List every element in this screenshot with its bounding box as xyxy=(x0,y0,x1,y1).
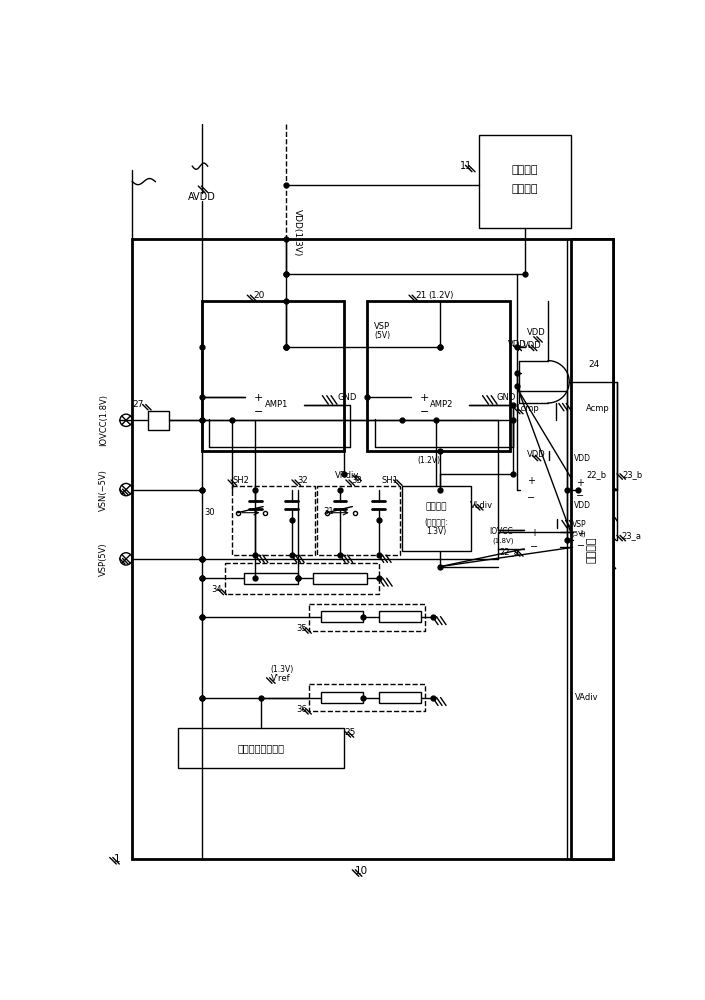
Text: Lcmp: Lcmp xyxy=(516,404,539,413)
Text: +: + xyxy=(577,529,585,539)
Text: VAdiv: VAdiv xyxy=(575,693,599,702)
Bar xyxy=(178,728,344,768)
Bar xyxy=(133,239,613,859)
Text: VSP(5V): VSP(5V) xyxy=(99,542,109,576)
Text: 23_b: 23_b xyxy=(623,470,643,479)
Text: (1.2V): (1.2V) xyxy=(429,291,454,300)
Text: VDD: VDD xyxy=(508,340,527,349)
Text: (1.2V): (1.2V) xyxy=(417,456,440,465)
Text: +: + xyxy=(530,528,538,538)
Text: AMP1: AMP1 xyxy=(264,400,288,409)
Text: −: − xyxy=(419,407,429,417)
Bar xyxy=(225,563,379,594)
Text: SH2: SH2 xyxy=(233,476,249,485)
Text: +: + xyxy=(419,393,429,403)
Text: 电源电路: 电源电路 xyxy=(587,536,597,563)
Text: V'ref: V'ref xyxy=(271,674,290,683)
Text: VSN(−5V): VSN(−5V) xyxy=(99,469,109,511)
Bar xyxy=(317,486,400,555)
Text: −: − xyxy=(254,407,263,417)
Bar xyxy=(402,486,471,551)
Text: −: − xyxy=(527,493,535,503)
Text: 22_a: 22_a xyxy=(500,547,520,556)
Text: −: − xyxy=(530,542,538,552)
Text: 25: 25 xyxy=(345,728,356,737)
Bar xyxy=(244,573,298,584)
Text: (5V): (5V) xyxy=(572,530,586,537)
Bar xyxy=(321,692,363,703)
Text: 32: 32 xyxy=(298,476,308,485)
Text: 36: 36 xyxy=(296,705,307,714)
Text: −: − xyxy=(577,541,585,551)
Text: 27: 27 xyxy=(133,400,144,409)
Text: VDD: VDD xyxy=(523,341,542,350)
Text: IOVCC: IOVCC xyxy=(490,527,513,536)
Bar xyxy=(147,411,169,430)
Text: 1.3V): 1.3V) xyxy=(427,527,446,536)
Bar xyxy=(233,486,316,555)
Text: VLdiv: VLdiv xyxy=(470,500,493,510)
Text: (5V): (5V) xyxy=(374,331,391,340)
Text: −: − xyxy=(576,491,584,501)
Text: VDD: VDD xyxy=(574,500,591,510)
Bar xyxy=(479,135,571,228)
Bar xyxy=(309,684,425,711)
Text: 1: 1 xyxy=(114,854,120,864)
Bar xyxy=(367,301,510,451)
Text: 30: 30 xyxy=(204,508,214,517)
Text: VDD: VDD xyxy=(574,454,591,463)
Text: VDD: VDD xyxy=(527,328,546,337)
Text: +: + xyxy=(527,476,535,486)
Text: 35: 35 xyxy=(296,624,307,633)
Bar xyxy=(379,611,421,622)
Bar xyxy=(571,239,613,859)
Text: 31: 31 xyxy=(324,507,334,516)
Text: AMP2: AMP2 xyxy=(430,400,453,409)
Text: VSP: VSP xyxy=(572,520,586,529)
Text: 基准电压生成电路: 基准电压生成电路 xyxy=(238,743,284,753)
Bar xyxy=(313,573,367,584)
Text: GND: GND xyxy=(496,393,516,402)
Text: +: + xyxy=(254,393,263,403)
Text: 33: 33 xyxy=(352,476,362,485)
Bar xyxy=(321,611,363,622)
Text: 24: 24 xyxy=(589,360,600,369)
Text: (1.3V): (1.3V) xyxy=(271,665,294,674)
Text: VSP: VSP xyxy=(374,322,391,331)
Text: (1.8V): (1.8V) xyxy=(492,538,513,544)
Bar xyxy=(309,604,425,631)
Text: (逻辑电压:: (逻辑电压: xyxy=(424,517,448,526)
Text: 11: 11 xyxy=(460,161,472,171)
Text: VDD: VDD xyxy=(527,450,546,459)
Text: 序列电路: 序列电路 xyxy=(512,184,538,194)
Text: VDD(1.3V): VDD(1.3V) xyxy=(293,209,302,256)
Text: AVDD: AVDD xyxy=(188,192,216,202)
Text: 20: 20 xyxy=(254,291,265,300)
Text: GND: GND xyxy=(338,393,357,402)
Text: Acmp: Acmp xyxy=(587,404,610,413)
Text: 23_a: 23_a xyxy=(621,531,641,540)
Bar xyxy=(202,301,344,451)
Text: IOVCC(1.8V): IOVCC(1.8V) xyxy=(99,394,109,446)
Text: 10: 10 xyxy=(355,866,367,876)
Text: +: + xyxy=(577,478,584,488)
Text: 显示关断: 显示关断 xyxy=(512,165,538,175)
Text: 22_b: 22_b xyxy=(587,470,607,479)
Text: 21: 21 xyxy=(415,291,427,300)
Text: 34: 34 xyxy=(212,585,222,594)
Text: VRdiv: VRdiv xyxy=(335,471,360,480)
Text: 检测信号: 检测信号 xyxy=(426,503,447,512)
Text: SH1: SH1 xyxy=(381,476,398,485)
Bar xyxy=(379,692,421,703)
